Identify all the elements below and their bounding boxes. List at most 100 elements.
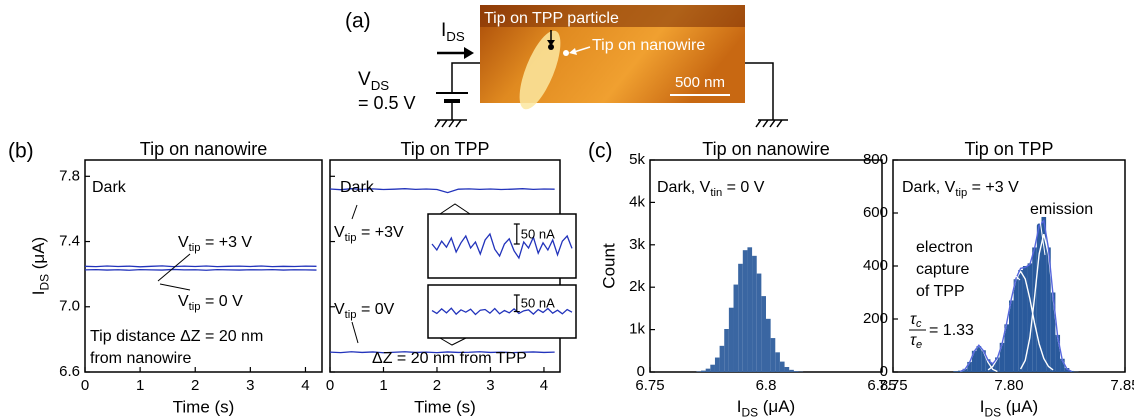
- chart-title: Tip on TPP: [964, 139, 1053, 159]
- histogram-bar: [794, 371, 799, 372]
- x-tick-label: 3: [486, 377, 494, 394]
- annotation-rest: = 0V: [357, 301, 395, 318]
- chart-title: Tip on TPP: [400, 139, 489, 159]
- scale-label: 500 nm: [675, 74, 725, 91]
- x-axis-label: IDS (μA): [737, 397, 795, 419]
- annotation: emission: [1030, 201, 1093, 218]
- y-tick-label: 7.4: [59, 233, 80, 250]
- annotation-main: V: [178, 234, 189, 251]
- inset-frame: [428, 214, 576, 278]
- x-tick-label: 1: [136, 377, 144, 394]
- annotation-sub: tip: [189, 301, 201, 313]
- x-tick-label: 2: [433, 377, 441, 394]
- y-tick-label: 0: [637, 363, 645, 380]
- current-label-sub: DS: [446, 29, 465, 44]
- annotation-main: of TPP: [916, 283, 965, 300]
- histogram-bar: [720, 346, 725, 372]
- x-tick-label: 1: [379, 377, 387, 394]
- annotation-sub: tip: [345, 232, 357, 244]
- chart-title: Tip on nanowire: [702, 139, 829, 159]
- y-tick-label: 4k: [629, 193, 645, 210]
- chart-title: Tip on nanowire: [140, 139, 267, 159]
- annotation: Dark: [340, 179, 375, 196]
- voltage-label: VDS: [358, 69, 389, 93]
- tip-dot: [563, 50, 569, 56]
- histogram-bar: [785, 367, 790, 372]
- histogram-bar: [734, 285, 739, 372]
- annotation-rest: = +3V: [357, 224, 404, 241]
- annotation-main: V: [334, 301, 345, 318]
- annotation-main: Tip distance ΔZ = 20 nm: [90, 328, 263, 345]
- current-label: IDS: [441, 20, 465, 44]
- y-tick-label: 400: [863, 257, 888, 274]
- y-tick-label: 0: [880, 363, 888, 380]
- histogram-bar: [706, 369, 711, 372]
- histogram-bar: [743, 250, 748, 372]
- histogram-bar: [1018, 270, 1023, 372]
- annotation-rest: = 0 V: [722, 179, 765, 196]
- ground: [745, 63, 788, 127]
- histogram-bar: [701, 371, 706, 372]
- scale-label: 50 nA: [521, 296, 555, 311]
- x-axis-label-rest: (μA): [1001, 397, 1038, 416]
- ratio-value: = 1.33: [929, 322, 974, 339]
- x-axis-label-rest: (μA): [758, 397, 795, 416]
- annotation: capture: [916, 261, 969, 278]
- ratio-sub: e: [916, 339, 922, 351]
- x-tick-label: 0: [326, 377, 334, 394]
- annotation: Dark: [92, 179, 127, 196]
- annotation: Tip distance ΔZ = 20 nm: [90, 328, 263, 345]
- panel-label: (c): [588, 140, 613, 163]
- y-tick-label: 3k: [629, 236, 645, 253]
- x-axis-label-sub: DS: [985, 406, 1002, 419]
- x-tick-label: 6.8: [756, 377, 777, 394]
- x-tick-label: 0: [81, 377, 89, 394]
- histogram-bar: [789, 370, 794, 372]
- histogram-bar: [724, 329, 729, 372]
- histogram-bar: [1014, 279, 1019, 372]
- annotation-rest: = +3 V: [967, 179, 1019, 196]
- y-axis-label: IDS (μA): [29, 237, 51, 295]
- histogram-bar: [771, 338, 776, 372]
- annotation-main: Dark, V: [902, 179, 956, 196]
- voltage-label-sub: DS: [371, 78, 390, 93]
- y-tick-label: 5k: [629, 151, 645, 168]
- annotation-main: electron: [916, 239, 973, 256]
- annotation-rest: = +3 V: [201, 234, 253, 251]
- annotation-main: ΔZ = 20 nm from TPP: [372, 350, 527, 367]
- trace: [85, 269, 316, 270]
- annotation: of TPP: [916, 283, 965, 300]
- x-axis-label: Time (s): [173, 397, 235, 416]
- x-tick-label: 7.85: [1110, 377, 1134, 394]
- annotation-main: Dark: [340, 179, 375, 196]
- y-axis-label-sub: DS: [38, 274, 52, 291]
- annotation: ΔZ = 20 nm from TPP: [372, 350, 527, 367]
- annotation-main: emission: [1030, 201, 1093, 218]
- annotation-main: V: [178, 293, 189, 310]
- ratio-sub: c: [916, 318, 922, 330]
- x-axis-label: IDS (μA): [980, 397, 1038, 419]
- annotation: from nanowire: [90, 350, 191, 367]
- histogram-bar: [757, 274, 762, 372]
- annotation-sub: tip: [189, 242, 201, 254]
- histogram-bar: [729, 308, 734, 372]
- x-tick-label: 7.80: [994, 377, 1023, 394]
- y-tick-label: 7.8: [59, 167, 80, 184]
- annotation: Vtip = 0V: [334, 301, 395, 321]
- tip-label: Tip on nanowire: [592, 37, 705, 54]
- histogram-bar: [977, 346, 982, 372]
- arrow-head: [464, 47, 474, 59]
- histogram-bar: [696, 371, 701, 372]
- annotation-main: from nanowire: [90, 350, 191, 367]
- histogram-bar: [747, 247, 752, 372]
- trace: [85, 266, 316, 267]
- x-tick-label: 4: [301, 377, 309, 394]
- x-axis-label: Time (s): [414, 397, 476, 416]
- annotation-main: Dark, V: [657, 179, 711, 196]
- y-tick-label: 200: [863, 310, 888, 327]
- y-tick-label: 800: [863, 151, 888, 168]
- annotation: Vtip = 0 V: [178, 293, 243, 313]
- panel-label: (a): [345, 10, 371, 33]
- y-axis-label: Count: [599, 243, 618, 289]
- y-tick-label: 600: [863, 204, 888, 221]
